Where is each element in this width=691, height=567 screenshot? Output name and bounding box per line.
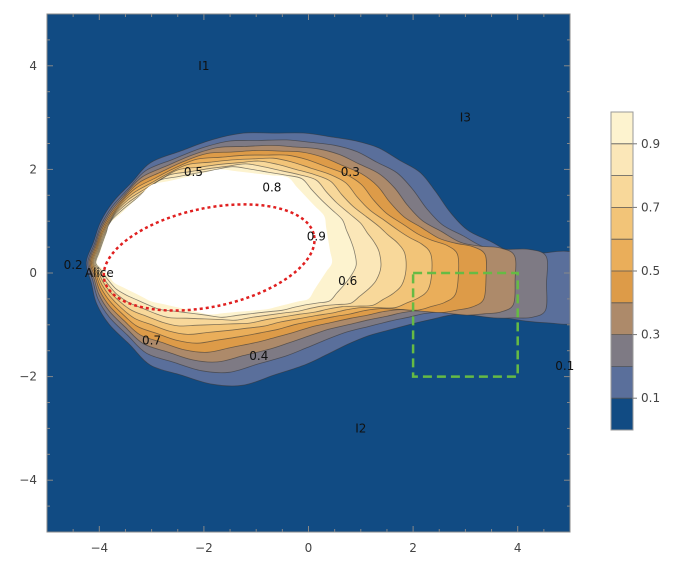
- contour-level-10: [96, 169, 333, 315]
- y-tick-label: 0: [29, 266, 37, 280]
- x-tick-label: 0: [305, 541, 313, 555]
- x-tick-label: −4: [90, 541, 108, 555]
- x-axis: −4 −2 0 2 4: [90, 541, 521, 555]
- x-tick-label: 2: [409, 541, 417, 555]
- contour-label: 0.6: [338, 274, 357, 288]
- colorbar: 0.1 0.3 0.5 0.7 0.9: [610, 111, 660, 431]
- colorbar-band: [611, 366, 633, 399]
- colorbar-band: [611, 398, 633, 430]
- colorbar-band: [611, 271, 633, 303]
- contour-label: 0.1: [555, 359, 574, 373]
- colorbar-tick-label: 0.5: [641, 264, 660, 278]
- contour-label: 0.5: [184, 165, 203, 179]
- contour-label: 0.3: [341, 165, 360, 179]
- colorbar-tick-label: 0.1: [641, 391, 660, 405]
- colorbar-band: [611, 239, 633, 271]
- x-tick-label: −2: [195, 541, 213, 555]
- y-tick-label: −2: [19, 370, 37, 384]
- contour-label: 0.4: [249, 349, 268, 363]
- colorbar-band: [611, 175, 633, 208]
- x-tick-label: 4: [514, 541, 522, 555]
- colorbar-band: [611, 207, 633, 240]
- contour-label: 0.8: [262, 181, 281, 195]
- colorbar-band: [611, 302, 633, 335]
- colorbar-band: [611, 143, 633, 176]
- colorbar-tick-label: 0.7: [641, 200, 660, 214]
- annotation-label: Alice: [85, 266, 114, 280]
- label-layer: 0.5 0.3 0.8 0.9 0.2 0.6 0.7 0.4 0.1 I1 I3 I2 Alice: [64, 59, 575, 436]
- y-tick-label: 2: [29, 162, 37, 176]
- contour-fill-layer: [47, 14, 570, 532]
- dashed-ellipse: [102, 203, 316, 312]
- contour-label: 0.7: [142, 333, 161, 347]
- contour-label: 0.9: [307, 230, 326, 244]
- annotation-label: I3: [460, 111, 471, 125]
- y-tick-label: −4: [19, 473, 37, 487]
- annotation-label: I1: [198, 59, 209, 73]
- y-tick-label: 4: [29, 59, 37, 73]
- annotation-label: I2: [355, 421, 366, 435]
- plot-frame: [46, 13, 571, 533]
- overlay-layer: [102, 203, 519, 378]
- contour-label: 0.2: [64, 258, 83, 272]
- y-axis: −4 −2 0 2 4: [19, 59, 37, 487]
- colorbar-tick-label: 0.3: [641, 328, 660, 342]
- colorbar-tick-label: 0.9: [641, 137, 660, 151]
- colorbar-band: [611, 334, 633, 367]
- dashed-rectangle: [411, 271, 519, 378]
- colorbar-band: [611, 112, 633, 144]
